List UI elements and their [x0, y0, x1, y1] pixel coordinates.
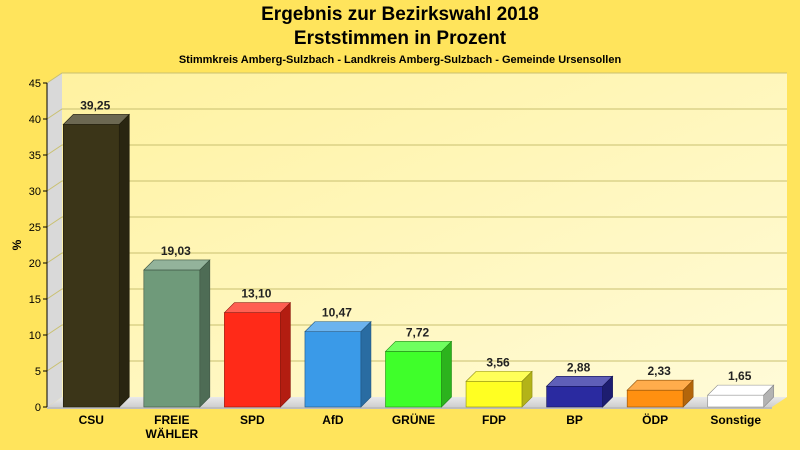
data-label: 7,72: [406, 325, 430, 339]
grid-line: [46, 180, 787, 192]
x-tick-label: CSU: [79, 413, 104, 427]
bar-side: [763, 384, 775, 408]
bars: [62, 113, 775, 408]
grid-line: [46, 72, 787, 84]
grid-line: [46, 324, 787, 336]
bar: [224, 312, 281, 408]
data-label: 13,10: [241, 287, 271, 301]
grid-line: [46, 108, 787, 120]
bar-top: [143, 259, 211, 271]
y-tick-label: 25: [29, 222, 41, 234]
bar-group: [304, 320, 372, 408]
bar-top: [62, 114, 131, 125]
y-tick-label: 5: [35, 366, 41, 378]
data-label: 10,47: [322, 306, 352, 320]
grid-line: [46, 252, 787, 264]
bar-group: [545, 375, 614, 408]
bar-side: [682, 379, 694, 408]
y-tick-label: 35: [29, 150, 41, 162]
grid-line: [46, 144, 787, 156]
x-tick-label: FREIE: [154, 413, 189, 427]
data-label: 3,56: [486, 355, 510, 369]
y-tick-label: 40: [29, 114, 41, 126]
bar-side: [521, 370, 533, 408]
bar: [546, 385, 603, 408]
bar-top: [545, 375, 614, 387]
bar-group: [143, 259, 211, 408]
plot-side-wall: [47, 73, 62, 407]
x-tick-label: WÄHLER: [145, 426, 198, 441]
y-tick-label: 20: [29, 258, 41, 270]
data-label: 2,33: [647, 364, 671, 378]
grid-line: [46, 360, 787, 372]
bar: [304, 331, 362, 408]
bar-group: [384, 340, 453, 408]
x-tick-label: ÖDP: [642, 412, 668, 427]
x-tick-label: FDP: [482, 413, 506, 427]
bar-side: [441, 340, 452, 408]
bar-side: [118, 113, 130, 408]
bar: [707, 394, 765, 408]
y-tick-label: 15: [29, 294, 41, 306]
bar: [385, 351, 442, 408]
data-label: 39,25: [80, 98, 110, 112]
x-tick-label: AfD: [322, 413, 344, 427]
bar-top: [626, 379, 694, 391]
y-tick-label: 45: [29, 78, 41, 90]
x-tick-label: SPD: [240, 413, 265, 427]
bar-side: [360, 320, 372, 408]
x-tick-label: Sonstige: [710, 413, 761, 427]
chart-title-line2: Erststimmen in Prozent: [293, 28, 507, 49]
bar-group: [626, 379, 694, 408]
bar-top: [223, 302, 292, 313]
bar-side: [602, 375, 613, 408]
bar: [465, 381, 523, 408]
bar-group: [465, 370, 533, 408]
bar: [62, 124, 120, 408]
bar-top: [304, 321, 372, 332]
bar-side: [199, 259, 211, 408]
bar-top: [465, 371, 533, 382]
plot-floor-edge: [47, 407, 772, 409]
y-tick-label: 0: [35, 402, 41, 414]
chart-subtitle: Stimmkreis Amberg-Sulzbach - Landkreis A…: [178, 54, 622, 66]
chart-title-line1: Ergebnis zur Bezirkswahl 2018: [261, 4, 539, 25]
bar-top: [706, 384, 775, 396]
bar-group: [706, 384, 775, 408]
grid-line: [46, 288, 787, 300]
data-label: 19,03: [161, 244, 191, 258]
data-label: 2,88: [567, 360, 591, 374]
y-axis: 0 5 10 15 20 25 30 35 40 45%: [10, 78, 48, 414]
y-tick-label: 30: [29, 186, 41, 198]
x-tick-label: GRÜNE: [392, 412, 435, 427]
bar: [143, 269, 201, 408]
x-tick-label: BP: [566, 413, 583, 427]
bar-top: [384, 341, 453, 352]
grid-line: [46, 216, 787, 228]
grid-lines: [46, 72, 787, 372]
bar-group: [223, 301, 292, 408]
bar-side: [280, 301, 291, 408]
data-label: 1,65: [728, 369, 752, 383]
bar: [626, 389, 684, 408]
bar-group: [62, 113, 131, 408]
y-axis-label: %: [10, 239, 24, 250]
y-tick-label: 10: [29, 330, 41, 342]
